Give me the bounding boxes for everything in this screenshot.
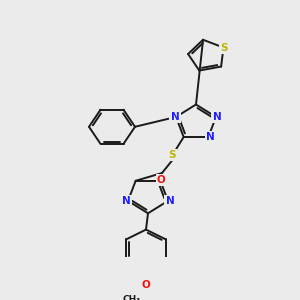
Text: CH₃: CH₃: [123, 295, 141, 300]
Text: S: S: [168, 150, 176, 160]
Text: N: N: [171, 112, 179, 122]
Text: O: O: [157, 175, 166, 185]
Text: N: N: [166, 196, 174, 206]
Text: N: N: [213, 112, 221, 122]
Text: S: S: [221, 43, 228, 52]
Text: N: N: [206, 132, 215, 142]
Text: N: N: [122, 196, 130, 206]
Text: O: O: [142, 280, 150, 290]
